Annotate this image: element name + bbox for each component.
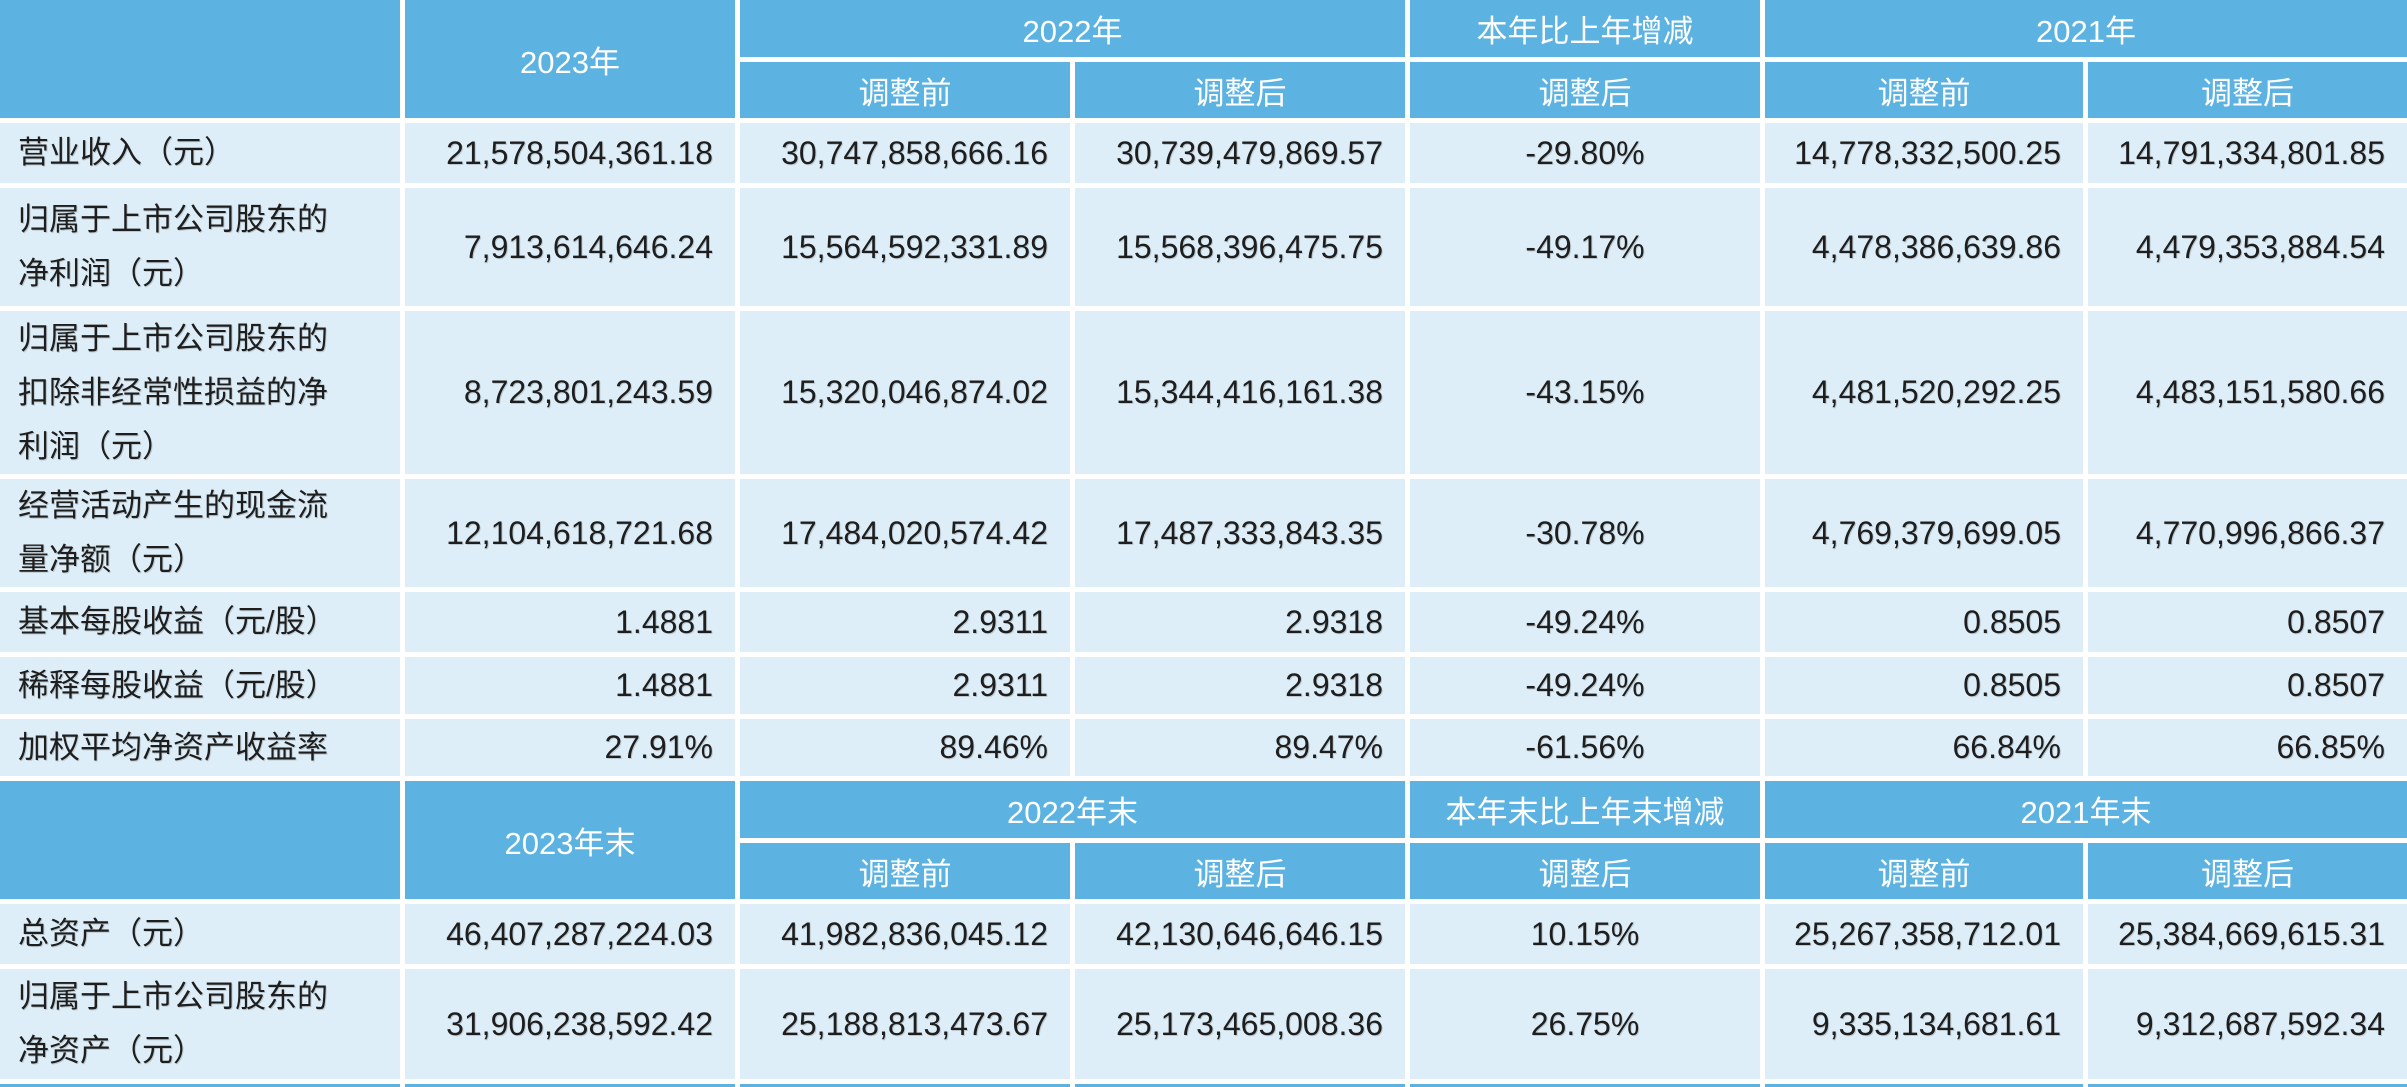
cell-2022-pre: 25,188,813,473.67 [740,969,1070,1079]
cell-2021-pre: 25,267,358,712.01 [1765,904,2083,964]
header-2023-end: 2023年末 [405,781,735,899]
cell-2021-pre: 0.8505 [1765,657,2083,714]
cell-2021-pre: 14,778,332,500.25 [1765,123,2083,183]
cell-2023: 27.91% [405,719,735,776]
subheader-change-post: 调整后 [1410,843,1760,899]
subheader-2021-post: 调整后 [2088,843,2407,899]
row-label: 归属于上市公司股东的净利润（元） [0,188,400,306]
cell-2021-post: 25,384,669,615.31 [2088,904,2407,964]
row-label: 总资产（元） [0,904,400,964]
header-2022-end: 2022年末 [740,781,1405,838]
cell-2021-pre: 4,478,386,639.86 [1765,188,2083,306]
cell-2021-post: 4,770,996,866.37 [2088,479,2407,587]
cell-2022-post: 25,173,465,008.36 [1075,969,1405,1079]
section1-header-row-1: 2023年 2022年 本年比上年增减 2021年 [0,0,2407,118]
cell-2021-post: 14,791,334,801.85 [2088,123,2407,183]
next-section-header-strip [0,1084,2407,1087]
header-change-end: 本年末比上年末增减 [1410,781,1760,838]
cell-2022-pre: 17,484,020,574.42 [740,479,1070,587]
cell-2021-post: 4,483,151,580.66 [2088,311,2407,474]
cell-2021-post: 0.8507 [2088,657,2407,714]
cell-change: -29.80% [1410,123,1760,183]
table-row-net-profit: 归属于上市公司股东的净利润（元） 7,913,614,646.24 15,564… [0,188,2407,306]
cell-2022-pre: 2.9311 [740,657,1070,714]
cell-2022-post: 17,487,333,843.35 [1075,479,1405,587]
cell-change: -43.15% [1410,311,1760,474]
cell-2022-pre: 89.46% [740,719,1070,776]
row-label: 稀释每股收益（元/股） [0,657,400,714]
corner-header-cell [0,781,400,899]
cell-2022-post: 15,568,396,475.75 [1075,188,1405,306]
cell-change: 26.75% [1410,969,1760,1079]
table-row-total-assets: 总资产（元） 46,407,287,224.03 41,982,836,045.… [0,904,2407,964]
cell-2023: 12,104,618,721.68 [405,479,735,587]
row-label: 加权平均净资产收益率 [0,719,400,776]
cell-2023: 31,906,238,592.42 [405,969,735,1079]
subheader-2021-pre: 调整前 [1765,843,2083,899]
cell-2022-pre: 41,982,836,045.12 [740,904,1070,964]
subheader-2021-post: 调整后 [2088,62,2407,118]
row-label: 归属于上市公司股东的净资产（元） [0,969,400,1079]
header-2022: 2022年 [740,0,1405,57]
corner-header-cell [0,0,400,118]
cell-2022-post: 2.9318 [1075,657,1405,714]
subheader-2021-pre: 调整前 [1765,62,2083,118]
cell-2021-pre: 66.84% [1765,719,2083,776]
cell-2021-pre: 4,769,379,699.05 [1765,479,2083,587]
subheader-2022-post: 调整后 [1075,843,1405,899]
section2-header-row-1: 2023年末 2022年末 本年末比上年末增减 2021年末 [0,781,2407,899]
cell-2021-post: 4,479,353,884.54 [2088,188,2407,306]
header-2023: 2023年 [405,0,735,118]
cell-change: 10.15% [1410,904,1760,964]
row-label: 经营活动产生的现金流量净额（元） [0,479,400,587]
cell-2023: 1.4881 [405,657,735,714]
row-label: 营业收入（元） [0,123,400,183]
section1-header-row-2: 调整前 调整后 调整后 调整前 调整后 [0,62,2407,118]
cell-2021-post: 9,312,687,592.34 [2088,969,2407,1079]
cell-2022-pre: 15,564,592,331.89 [740,188,1070,306]
cell-2023: 21,578,504,361.18 [405,123,735,183]
cell-change: -61.56% [1410,719,1760,776]
section2-header-row-2: 调整前 调整后 调整后 调整前 调整后 [0,843,2407,899]
cell-change: -49.17% [1410,188,1760,306]
cell-2021-pre: 0.8505 [1765,592,2083,652]
cell-2023: 1.4881 [405,592,735,652]
cell-2022-post: 2.9318 [1075,592,1405,652]
cell-2022-post: 30,739,479,869.57 [1075,123,1405,183]
cell-2023: 8,723,801,243.59 [405,311,735,474]
header-2021: 2021年 [1765,0,2407,57]
subheader-2022-post: 调整后 [1075,62,1405,118]
cell-2021-post: 0.8507 [2088,592,2407,652]
header-change: 本年比上年增减 [1410,0,1760,57]
table-row-diluted-eps: 稀释每股收益（元/股） 1.4881 2.9311 2.9318 -49.24%… [0,657,2407,714]
cell-2021-post: 66.85% [2088,719,2407,776]
table-row-net-assets: 归属于上市公司股东的净资产（元） 31,906,238,592.42 25,18… [0,969,2407,1079]
cell-2022-post: 89.47% [1075,719,1405,776]
subheader-2022-pre: 调整前 [740,843,1070,899]
cell-2022-post: 15,344,416,161.38 [1075,311,1405,474]
cell-change: -49.24% [1410,657,1760,714]
subheader-2022-pre: 调整前 [740,62,1070,118]
cell-2021-pre: 4,481,520,292.25 [1765,311,2083,474]
table-row-operating-cash-flow: 经营活动产生的现金流量净额（元） 12,104,618,721.68 17,48… [0,479,2407,587]
cell-2022-pre: 15,320,046,874.02 [740,311,1070,474]
cell-2022-pre: 30,747,858,666.16 [740,123,1070,183]
cell-2021-pre: 9,335,134,681.61 [1765,969,2083,1079]
cell-change: -30.78% [1410,479,1760,587]
cell-2022-post: 42,130,646,646.15 [1075,904,1405,964]
table-row-basic-eps: 基本每股收益（元/股） 1.4881 2.9311 2.9318 -49.24%… [0,592,2407,652]
table-row-revenue: 营业收入（元） 21,578,504,361.18 30,747,858,666… [0,123,2407,183]
row-label: 基本每股收益（元/股） [0,592,400,652]
cell-2022-pre: 2.9311 [740,592,1070,652]
header-2021-end: 2021年末 [1765,781,2407,838]
table-row-weighted-avg-roe: 加权平均净资产收益率 27.91% 89.46% 89.47% -61.56% … [0,719,2407,776]
cell-2023: 7,913,614,646.24 [405,188,735,306]
cell-2023: 46,407,287,224.03 [405,904,735,964]
cell-change: -49.24% [1410,592,1760,652]
row-label: 归属于上市公司股东的扣除非经常性损益的净利润（元） [0,311,400,474]
table-row-net-profit-excl-nonrecurring: 归属于上市公司股东的扣除非经常性损益的净利润（元） 8,723,801,243.… [0,311,2407,474]
subheader-change-post: 调整后 [1410,62,1760,118]
